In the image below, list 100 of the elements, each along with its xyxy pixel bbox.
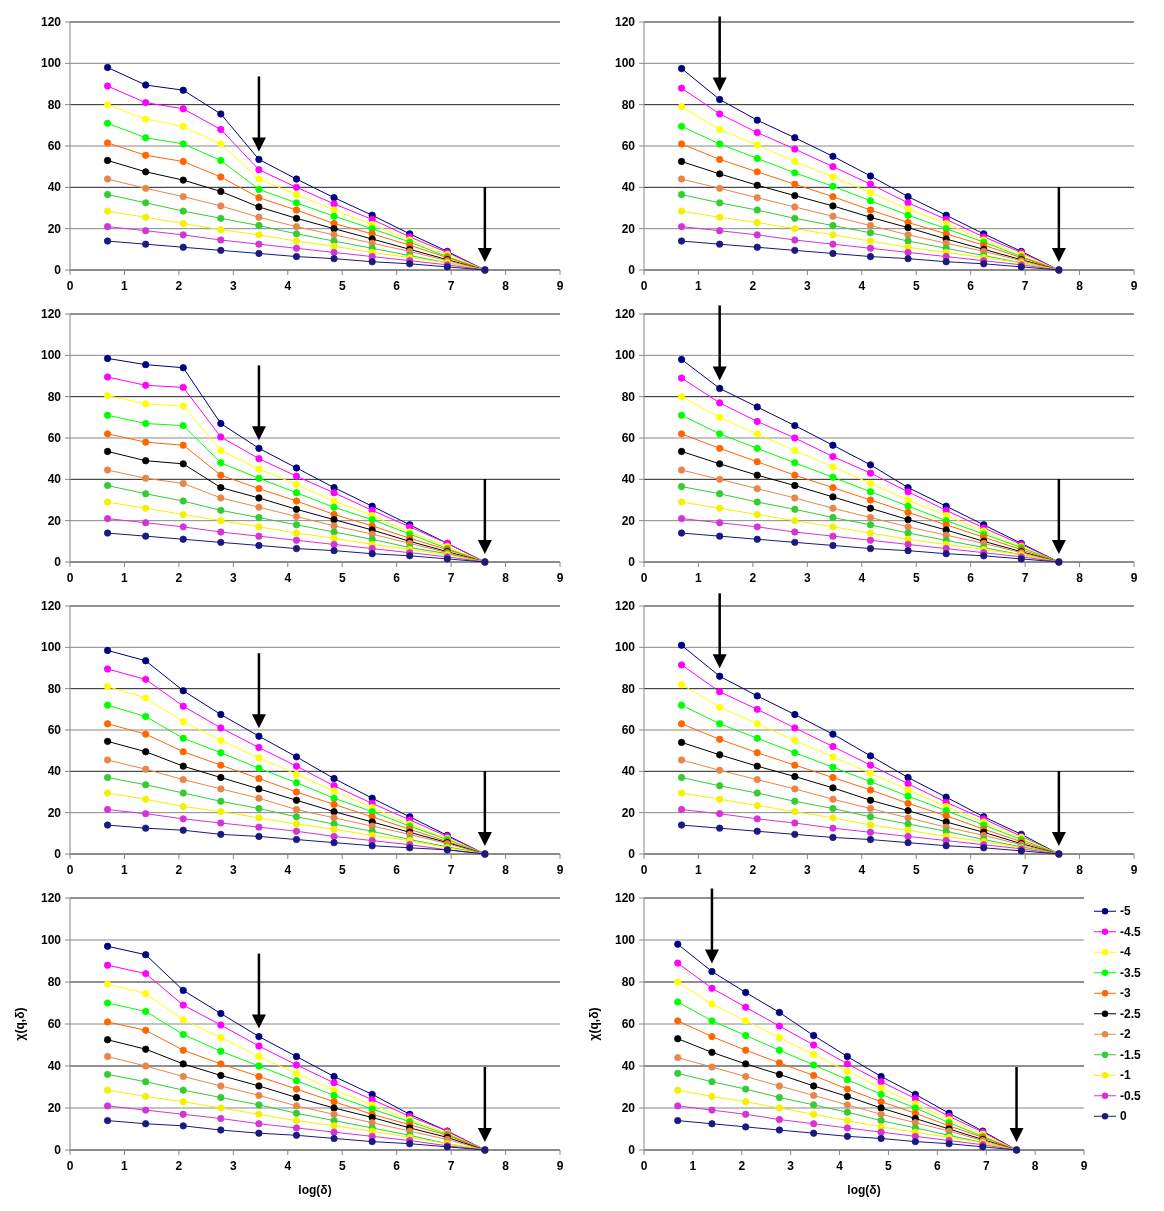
- y-tick-label: 120: [614, 599, 636, 613]
- y-tick-label: 20: [621, 1101, 636, 1115]
- x-tick-label: 6: [933, 1159, 941, 1173]
- legend-label: -3.5: [1120, 965, 1141, 980]
- y-tick-label: 60: [621, 723, 636, 737]
- x-tick-label: 0: [66, 863, 74, 877]
- x-axis-title: log(δ): [847, 1183, 881, 1197]
- x-tick-label: 5: [338, 279, 346, 293]
- y-tick-label: 120: [614, 15, 636, 29]
- y-tick-label: 80: [621, 389, 636, 404]
- x-tick-label: 5: [912, 279, 920, 293]
- x-tick-label: 2: [175, 279, 183, 293]
- x-tick-label: 6: [967, 571, 975, 585]
- x-tick-label: 3: [229, 571, 237, 585]
- y-tick-label: 40: [621, 764, 636, 779]
- y-tick-label: 40: [47, 180, 62, 195]
- x-tick-label: 8: [1076, 571, 1084, 585]
- y-tick-label: 20: [47, 1101, 62, 1115]
- x-tick-label: 1: [121, 863, 129, 877]
- y-tick-label: 0: [54, 847, 62, 861]
- y-tick-label: 80: [47, 97, 62, 112]
- x-tick-label: 3: [229, 279, 237, 293]
- x-tick-label: 1: [695, 571, 703, 585]
- y-tick-label: 80: [47, 975, 62, 989]
- y-tick-label: 20: [47, 221, 62, 236]
- y-tick-label: 40: [47, 1059, 62, 1073]
- x-tick-label: 8: [1076, 279, 1084, 293]
- y-tick-label: 20: [621, 221, 636, 236]
- legend-label: -1: [1120, 1068, 1131, 1083]
- x-tick-label: 2: [175, 863, 183, 877]
- x-tick-label: 6: [393, 279, 401, 293]
- x-tick-label: 7: [447, 279, 455, 293]
- x-tick-label: 8: [502, 863, 510, 877]
- x-tick-label: 7: [982, 1159, 990, 1173]
- legend-label: -4.5: [1120, 924, 1141, 939]
- x-tick-label: 0: [640, 1159, 648, 1173]
- y-tick-label: 0: [628, 555, 636, 569]
- y-tick-label: 100: [40, 56, 62, 71]
- x-tick-label: 7: [447, 863, 455, 877]
- x-tick-label: 1: [695, 863, 703, 877]
- legend-label: -2: [1120, 1027, 1131, 1042]
- x-tick-label: 1: [121, 1159, 129, 1173]
- y-tick-label: 40: [621, 472, 636, 487]
- y-axis-title: χ(q,δ): [587, 1007, 601, 1041]
- x-tick-label: 5: [912, 571, 920, 585]
- x-tick-label: 6: [393, 571, 401, 585]
- x-tick-label: 2: [749, 279, 757, 293]
- y-tick-label: 100: [614, 348, 636, 363]
- y-tick-label: 60: [621, 1017, 636, 1031]
- x-tick-label: 3: [803, 571, 811, 585]
- x-tick-label: 8: [1076, 863, 1084, 877]
- x-tick-label: 0: [66, 279, 74, 293]
- x-tick-label: 9: [1080, 1159, 1088, 1173]
- x-tick-label: 8: [502, 279, 510, 293]
- x-tick-label: 4: [284, 863, 292, 877]
- y-tick-label: 120: [40, 307, 62, 321]
- x-tick-label: 9: [1130, 863, 1138, 877]
- y-tick-label: 0: [54, 263, 62, 277]
- y-axis-title: χ(q,δ): [13, 1007, 27, 1041]
- legend-label: -5: [1120, 904, 1131, 919]
- x-axis-title: log(δ): [298, 1183, 332, 1197]
- y-tick-label: 0: [54, 555, 62, 569]
- y-tick-label: 80: [47, 681, 62, 696]
- x-tick-label: 8: [502, 1159, 510, 1173]
- x-tick-label: 9: [556, 1159, 564, 1173]
- x-tick-label: 5: [912, 863, 920, 877]
- y-tick-label: 60: [621, 431, 636, 445]
- x-tick-label: 8: [1031, 1159, 1039, 1173]
- x-tick-label: 4: [858, 571, 866, 585]
- legend-label: -4: [1120, 945, 1131, 960]
- x-tick-label: 7: [1021, 279, 1029, 293]
- y-tick-label: 80: [621, 975, 636, 989]
- x-tick-label: 9: [556, 863, 564, 877]
- x-tick-label: 2: [738, 1159, 746, 1173]
- y-tick-label: 80: [47, 389, 62, 404]
- x-tick-label: 5: [338, 571, 346, 585]
- legend-label: -1.5: [1120, 1047, 1141, 1062]
- y-tick-label: 40: [621, 1059, 636, 1073]
- y-tick-label: 40: [47, 764, 62, 779]
- x-tick-label: 0: [640, 571, 648, 585]
- x-tick-label: 8: [502, 571, 510, 585]
- y-tick-label: 0: [628, 263, 636, 277]
- legend-label: -3: [1120, 986, 1131, 1001]
- x-tick-label: 3: [229, 1159, 237, 1173]
- x-tick-label: 9: [556, 279, 564, 293]
- y-tick-label: 120: [614, 891, 636, 905]
- y-tick-label: 100: [40, 348, 62, 363]
- y-tick-label: 100: [40, 640, 62, 655]
- x-tick-label: 4: [284, 1159, 292, 1173]
- y-tick-label: 0: [628, 847, 636, 861]
- x-tick-label: 4: [284, 279, 292, 293]
- x-tick-label: 7: [1021, 863, 1029, 877]
- y-tick-label: 120: [40, 599, 62, 613]
- y-tick-label: 0: [628, 1143, 636, 1157]
- x-tick-label: 1: [121, 279, 129, 293]
- x-tick-label: 0: [640, 279, 648, 293]
- y-tick-label: 20: [621, 805, 636, 820]
- y-tick-label: 120: [614, 307, 636, 321]
- x-tick-label: 2: [749, 863, 757, 877]
- y-tick-label: 120: [40, 891, 62, 905]
